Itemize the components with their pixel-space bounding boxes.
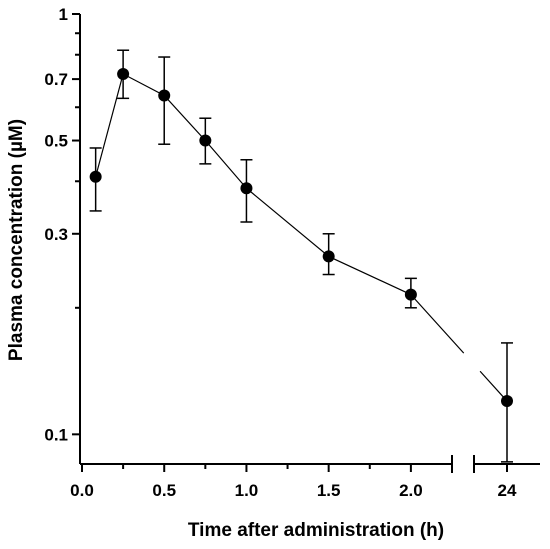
y-tick-label: 1 xyxy=(59,5,68,24)
y-tick-label: 0.7 xyxy=(44,70,68,89)
data-point xyxy=(117,67,130,80)
series-line-from-break xyxy=(479,370,508,402)
y-axis-title: Plasma concentration (µM) xyxy=(6,119,27,361)
x-tick-label: 1.5 xyxy=(317,481,341,500)
data-point xyxy=(89,170,102,183)
series-line-to-break xyxy=(410,294,465,354)
data-point xyxy=(404,288,417,301)
series-line xyxy=(95,73,412,296)
x-tick-label: 1.0 xyxy=(235,481,259,500)
plot-marks xyxy=(89,49,513,463)
y-tick-label: 0.5 xyxy=(44,132,68,151)
y-tick-label: 0.1 xyxy=(44,425,68,444)
data-point xyxy=(501,395,513,408)
x-tick-label: 0.0 xyxy=(70,481,94,500)
data-point xyxy=(322,250,335,263)
x-tick-label: 0.5 xyxy=(152,481,176,500)
data-point xyxy=(240,182,253,195)
data-point xyxy=(199,134,212,147)
axes: 0.1 0.3 0.5 0.7 1 0.0 0.5 1.0 1.5 2.0 24 xyxy=(44,5,540,500)
x-tick-label: 2.0 xyxy=(399,481,423,500)
x-tick-label: 24 xyxy=(498,481,517,500)
y-tick-label: 0.3 xyxy=(44,225,68,244)
data-point xyxy=(158,89,171,102)
x-axis-title: Time after administration (h) xyxy=(188,520,444,541)
